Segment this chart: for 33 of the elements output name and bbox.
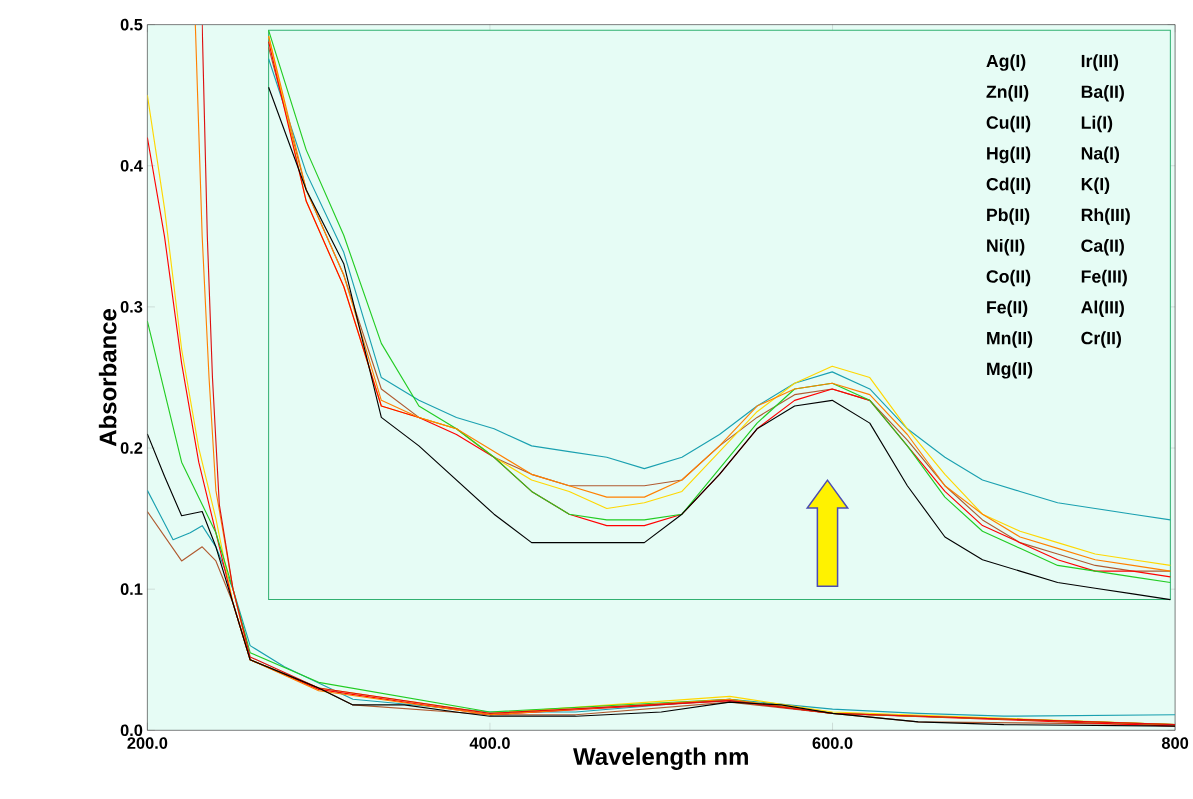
annotation: Pb(II) — [987, 208, 1030, 225]
y-tick-label: 0.2 — [120, 442, 143, 454]
y-tick-label: 0.1 — [120, 583, 143, 595]
annotation: Ir(III) — [1081, 54, 1119, 71]
annotation: Na(I) — [1081, 146, 1120, 163]
x-tick-label: 400.0 — [469, 737, 510, 749]
annotation: Cr(II) — [1081, 331, 1121, 348]
annotation: Al(III) — [1081, 300, 1124, 317]
annotation: Mn(II) — [987, 331, 1033, 348]
annotation: Ca(II) — [1081, 238, 1124, 256]
x-tick-label: 200.0 — [127, 737, 168, 749]
x-tick-label: 800 — [1161, 737, 1189, 749]
y-tick-label: 0.4 — [120, 159, 143, 172]
y-tick-label: 0.0 — [120, 724, 143, 736]
annotation: Ni(II) — [987, 238, 1025, 256]
x-axis-title: Wavelength nm — [573, 747, 748, 770]
x-tick-label: 600.0 — [812, 737, 853, 749]
annotation: Rh(III) — [1081, 208, 1130, 225]
annotation: Fe(II) — [987, 300, 1028, 317]
annotation: Co(II) — [986, 269, 1031, 287]
annotation: Ba(II) — [1081, 84, 1124, 102]
y-tick-label: 0.5 — [120, 18, 143, 31]
annotation: Li(I) — [1081, 115, 1113, 133]
annotation: Ag(I) — [986, 54, 1026, 71]
y-tick-label: 0.3 — [120, 300, 143, 313]
annotation: Cu(II) — [986, 115, 1031, 133]
annotation: Cd(II) — [986, 177, 1031, 194]
annotation: Zn(II) — [986, 84, 1029, 102]
annotation: K(I) — [1081, 177, 1110, 194]
annotation: Fe(III) — [1081, 269, 1127, 287]
y-axis-title: Absorbance — [98, 308, 117, 446]
annotation: Hg(II) — [987, 146, 1031, 163]
annotation: Mg(II) — [987, 361, 1033, 379]
